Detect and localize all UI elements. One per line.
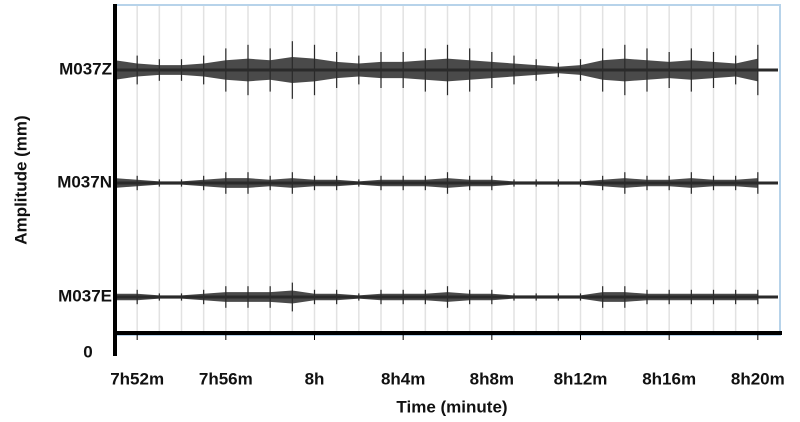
x-tick-label: 8h12m bbox=[554, 369, 608, 388]
channel-label: M037E bbox=[58, 286, 112, 305]
x-tick-label: 8h16m bbox=[642, 369, 696, 388]
channel-label: M037N bbox=[57, 172, 112, 191]
x-tick-label: 7h52m bbox=[110, 369, 164, 388]
x-axis-label: Time (minute) bbox=[396, 397, 507, 416]
x-tick-label: 8h4m bbox=[381, 369, 425, 388]
trace-envelope bbox=[115, 290, 758, 304]
x-tick-label: 7h56m bbox=[199, 369, 253, 388]
y-zero-label: 0 bbox=[83, 342, 92, 361]
x-tick-label: 8h bbox=[305, 369, 325, 388]
y-axis-label: Amplitude (mm) bbox=[11, 115, 30, 244]
trace-envelope bbox=[115, 57, 758, 83]
x-tick-label: 8h8m bbox=[470, 369, 514, 388]
x-tick-label: 8h20m bbox=[731, 369, 785, 388]
trace-envelope bbox=[115, 178, 758, 188]
channel-label: M037Z bbox=[59, 59, 112, 78]
